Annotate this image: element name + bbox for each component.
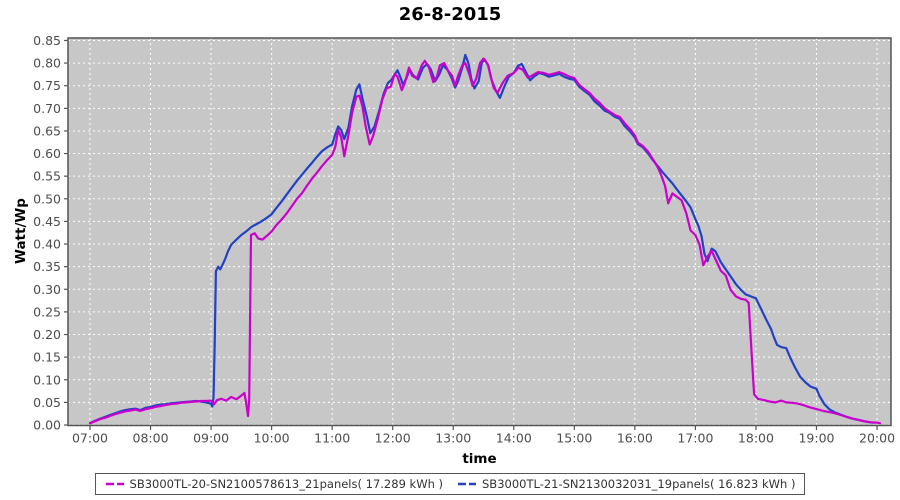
y-tick-label: 0.80 — [33, 56, 61, 71]
x-tick-label: 19:00 — [798, 431, 834, 446]
x-tick-label: 17:00 — [677, 431, 713, 446]
x-tick-label: 08:00 — [133, 431, 169, 446]
legend-item-inverter-21: SB3000TL-21-SN2130032031_19panels( 16.82… — [457, 477, 795, 491]
plot-background — [68, 38, 891, 426]
x-axis-title: time — [462, 451, 497, 467]
series-line-0 — [88, 57, 882, 425]
plot-border — [67, 37, 892, 427]
legend-row: SB3000TL-20-SN2100578613_21panels( 17.28… — [0, 473, 900, 495]
y-tick-label: 0.10 — [33, 372, 61, 387]
y-axis-title: Watt/Wp — [13, 198, 29, 264]
legend: SB3000TL-20-SN2100578613_21panels( 17.28… — [94, 473, 806, 495]
y-tick-label: 0.45 — [33, 214, 61, 229]
x-tick-label: 09:00 — [193, 431, 229, 446]
x-tick-label: 15:00 — [556, 431, 592, 446]
y-tick-label: 0.55 — [33, 169, 61, 184]
legend-label: SB3000TL-20-SN2100578613_21panels( 17.28… — [129, 477, 443, 491]
x-tick-label: 11:00 — [314, 431, 350, 446]
y-tick-label: 0.20 — [33, 327, 61, 342]
chart-title: 26-8-2015 — [398, 4, 502, 25]
x-tick-label: 07:00 — [72, 431, 108, 446]
y-tick-label: 0.25 — [33, 304, 61, 319]
y-tick-label: 0.15 — [33, 350, 61, 365]
y-tick-label: 0.60 — [33, 146, 61, 161]
plot-area: 0.00 0.05 0.10 0.15 0.20 0.25 0.30 0.35 0.40 0.45… — [33, 33, 895, 446]
y-tick-label: 0.70 — [33, 101, 61, 116]
legend-item-inverter-20: SB3000TL-20-SN2100578613_21panels( 17.28… — [105, 477, 443, 491]
y-tick-label: 0.00 — [33, 418, 61, 433]
legend-label: SB3000TL-21-SN2130032031_19panels( 16.82… — [482, 477, 796, 491]
y-tick-label: 0.40 — [33, 237, 61, 252]
y-tick-label: 0.05 — [33, 395, 61, 410]
y-tick-label: 0.30 — [33, 282, 61, 297]
y-tick-label: 0.65 — [33, 123, 61, 138]
x-tick-label: 16:00 — [617, 431, 653, 446]
x-tick-label: 14:00 — [496, 431, 532, 446]
x-tick-label: 18:00 — [738, 431, 774, 446]
y-tick-label: 0.35 — [33, 259, 61, 274]
legend-line-swatch-magenta — [105, 482, 124, 486]
x-tick-label: 10:00 — [254, 431, 290, 446]
x-tick-label: 20:00 — [859, 431, 895, 446]
y-tick-label: 0.50 — [33, 191, 61, 206]
y-tick-label: 0.85 — [33, 33, 61, 48]
legend-line-swatch-blue — [458, 482, 476, 486]
x-tick-label: 12:00 — [375, 431, 411, 446]
series-line-1 — [88, 53, 876, 425]
x-tick-label: 13:00 — [435, 431, 471, 446]
y-tick-label: 0.75 — [33, 78, 61, 93]
